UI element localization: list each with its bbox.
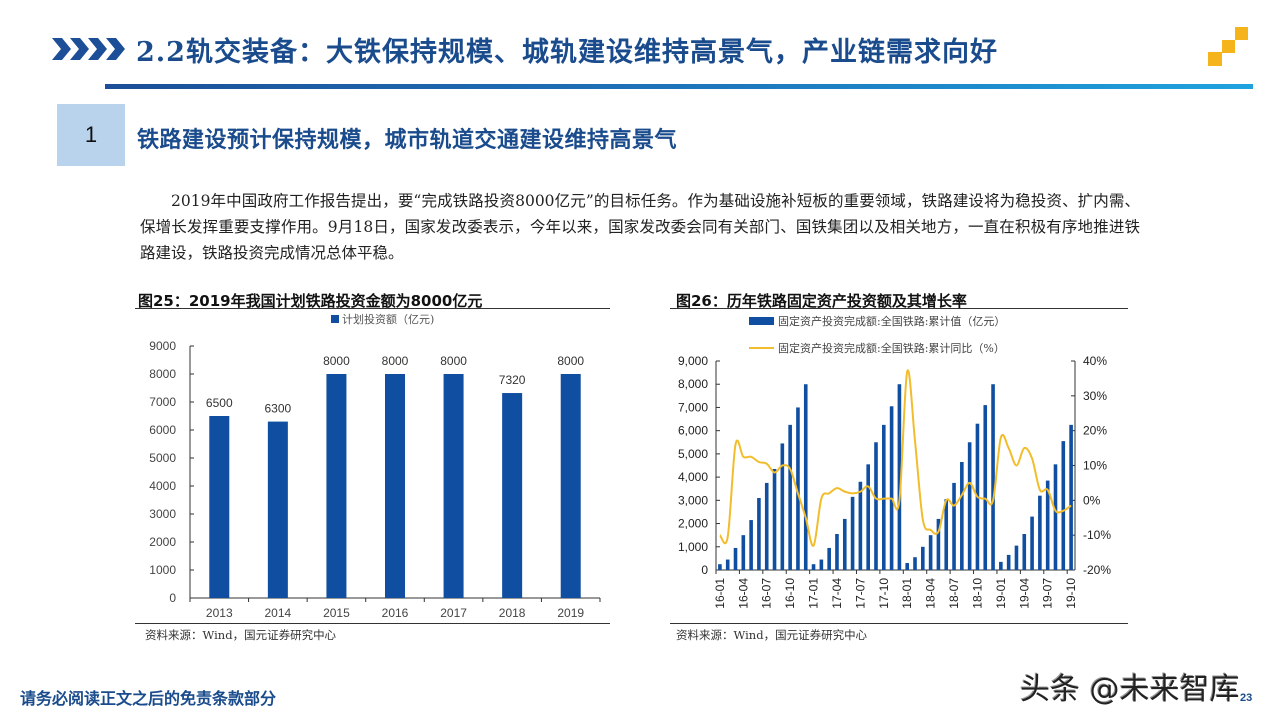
figure-25-bar-chart: 计划投资额（亿元) 0 1000 2000 3000 4000 5000 6000 7000 80…	[149, 312, 601, 620]
svg-text:8000: 8000	[382, 354, 409, 368]
section-number-badge: 1	[57, 104, 125, 166]
logo-squares-icon	[1208, 27, 1248, 66]
figure-26-top-rule	[670, 308, 1128, 309]
svg-text:8000: 8000	[323, 354, 350, 368]
svg-text:8,000: 8,000	[678, 377, 708, 391]
svg-text:6500: 6500	[206, 396, 233, 410]
svg-text:2017: 2017	[440, 606, 467, 620]
svg-text:2000: 2000	[149, 535, 176, 549]
svg-text:2019: 2019	[557, 606, 584, 620]
svg-text:2013: 2013	[206, 606, 233, 620]
bar	[560, 374, 581, 598]
svg-text:4,000: 4,000	[678, 470, 708, 484]
section-title: 铁路建设预计保持规模，城市轨道交通建设维持高景气	[137, 127, 678, 153]
svg-text:5000: 5000	[149, 451, 176, 465]
svg-text:6,000: 6,000	[678, 424, 708, 438]
figure-25-source: 资料来源：Wind，国元证券研究中心	[145, 628, 337, 642]
bar	[385, 374, 405, 598]
disclaimer-note: 请务必阅读正文之后的免责条款部分	[20, 689, 277, 708]
svg-text:30%: 30%	[1083, 389, 1107, 403]
svg-text:固定资产投资完成额:全国铁路:累计同比（%）: 固定资产投资完成额:全国铁路:累计同比（%）	[778, 341, 1005, 355]
svg-text:7,000: 7,000	[678, 400, 708, 414]
svg-text:1,000: 1,000	[678, 540, 708, 554]
svg-text:2015: 2015	[323, 606, 350, 620]
figure-25-bottom-rule	[135, 623, 610, 624]
body-paragraph: 2019年中国政府工作报告提出，要“完成铁路投资8000亿元”的目标任务。作为基…	[140, 192, 1140, 262]
figure-26-title: 图26：历年铁路固定资产投资额及其增长率	[676, 292, 967, 310]
svg-text:计划投资额（亿元): 计划投资额（亿元)	[342, 312, 434, 326]
svg-text:5,000: 5,000	[678, 447, 708, 461]
svg-text:8000: 8000	[440, 354, 467, 368]
chevrons-icon	[52, 38, 125, 60]
svg-text:2018: 2018	[499, 606, 526, 620]
svg-text:7320: 7320	[499, 373, 526, 387]
svg-text:16-01: 16-01	[713, 578, 727, 609]
svg-text:18-10: 18-10	[970, 578, 984, 609]
figure-25-title: 图25：2019年我国计划铁路投资金额为8000亿元	[138, 292, 483, 310]
svg-text:0%: 0%	[1083, 493, 1101, 507]
svg-text:4000: 4000	[149, 479, 176, 493]
svg-text:18-04: 18-04	[924, 578, 938, 609]
bar	[326, 374, 347, 598]
svg-text:20%: 20%	[1083, 424, 1107, 438]
svg-text:40%: 40%	[1083, 354, 1107, 368]
figure-26-source: 资料来源：Wind，国元证券研究中心	[676, 628, 868, 642]
bar	[209, 416, 230, 598]
svg-text:3000: 3000	[149, 507, 176, 521]
svg-text:0: 0	[701, 563, 708, 577]
svg-text:17-10: 17-10	[877, 578, 891, 609]
svg-text:-20%: -20%	[1083, 563, 1111, 577]
svg-text:16-04: 16-04	[736, 578, 750, 609]
figure-25-top-rule	[135, 308, 610, 309]
svg-text:2,000: 2,000	[678, 517, 708, 531]
svg-text:9,000: 9,000	[678, 354, 708, 368]
svg-text:17-01: 17-01	[807, 578, 821, 609]
page-title: 2.2轨交装备：大铁保持规模、城轨建设维持高景气，产业链需求向好	[136, 37, 998, 68]
svg-text:16-07: 16-07	[760, 578, 774, 609]
svg-text:-10%: -10%	[1083, 528, 1111, 542]
watermark-text: 头条 @未来智库	[1020, 672, 1240, 707]
svg-text:2014: 2014	[265, 606, 292, 620]
svg-text:6000: 6000	[149, 423, 176, 437]
svg-text:1000: 1000	[149, 563, 176, 577]
bar	[267, 421, 288, 598]
svg-text:19-10: 19-10	[1064, 578, 1078, 609]
svg-text:6300: 6300	[265, 402, 292, 416]
svg-text:18-01: 18-01	[900, 578, 914, 609]
page-number: 23	[1240, 692, 1253, 704]
figure-26-bar-line-chart: 固定资产投资完成额:全国铁路:累计值（亿元） 固定资产投资完成额:全国铁路:累计同…	[678, 314, 1111, 609]
bar	[502, 393, 523, 598]
svg-text:3,000: 3,000	[678, 493, 708, 507]
svg-text:17-04: 17-04	[830, 578, 844, 609]
svg-text:16-10: 16-10	[783, 578, 797, 609]
bar	[443, 374, 464, 598]
svg-text:19-04: 19-04	[1017, 578, 1031, 609]
svg-text:8000: 8000	[557, 354, 584, 368]
svg-text:19-01: 19-01	[994, 578, 1008, 609]
chart-legend: 计划投资额（亿元)	[331, 312, 434, 326]
svg-text:0: 0	[169, 591, 176, 605]
svg-text:9000: 9000	[149, 339, 176, 353]
chart-legend: 固定资产投资完成额:全国铁路:累计值（亿元） 固定资产投资完成额:全国铁路:累计同…	[749, 314, 1005, 355]
svg-text:18-07: 18-07	[947, 578, 961, 609]
svg-text:19-07: 19-07	[1041, 578, 1055, 609]
figure-26-bottom-rule	[670, 623, 1128, 624]
svg-text:8000: 8000	[149, 367, 176, 381]
svg-text:17-07: 17-07	[853, 578, 867, 609]
svg-text:10%: 10%	[1083, 459, 1107, 473]
header-divider	[105, 84, 1253, 89]
svg-text:7000: 7000	[149, 395, 176, 409]
svg-text:固定资产投资完成额:全国铁路:累计值（亿元）: 固定资产投资完成额:全国铁路:累计值（亿元）	[778, 314, 1005, 328]
growth-line	[718, 369, 1072, 547]
svg-text:2016: 2016	[382, 606, 409, 620]
